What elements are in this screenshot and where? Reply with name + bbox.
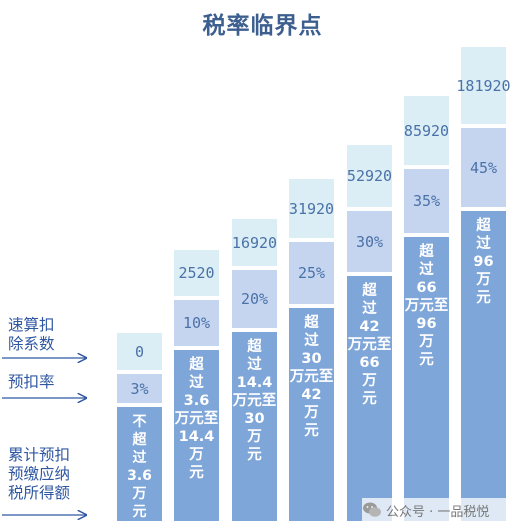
rate-box: 20% bbox=[232, 270, 277, 328]
watermark: 公众号 · 一品税悦 bbox=[362, 498, 522, 522]
deduction-box: 52920 bbox=[347, 145, 392, 207]
income-range-bar: 超 过 30 万元至 42 万 元 bbox=[289, 308, 334, 521]
rate-box: 3% bbox=[117, 374, 162, 403]
deduction-box: 2520 bbox=[174, 250, 219, 296]
income-range-bar: 超 过 42 万元至 66 万 元 bbox=[347, 276, 392, 521]
column-5: 52920 30% 超 过 42 万元至 66 万 元 bbox=[347, 0, 392, 532]
label-income: 累计预扣 预缴应纳 税所得额 bbox=[8, 446, 71, 502]
column-7: 181920 45% 超 过 96 万 元 bbox=[456, 0, 511, 532]
income-range-bar: 超 过 66 万元至 96 万 元 bbox=[404, 237, 449, 521]
rate-box: 45% bbox=[461, 128, 506, 207]
rate-box: 25% bbox=[289, 242, 334, 304]
deduction-box: 0 bbox=[117, 333, 162, 370]
column-2: 2520 10% 超 过 3.6 万元至 14.4 万 元 bbox=[174, 0, 219, 532]
deduction-box: 31920 bbox=[289, 179, 334, 238]
column-1: 0 3% 不 超 过 3.6 万 元 bbox=[117, 0, 162, 532]
wechat-icon bbox=[363, 502, 381, 517]
deduction-box: 85920 bbox=[404, 96, 449, 165]
rate-box: 35% bbox=[404, 169, 449, 233]
income-range-bar: 不 超 过 3.6 万 元 bbox=[117, 407, 162, 521]
label-quick-deduction: 速算扣 除系数 bbox=[8, 316, 55, 353]
income-range-bar: 超 过 14.4 万元至 30 万 元 bbox=[232, 332, 277, 521]
column-6: 85920 35% 超 过 66 万元至 96 万 元 bbox=[404, 0, 449, 532]
rate-box: 10% bbox=[174, 300, 219, 346]
income-range-bar: 超 过 96 万 元 bbox=[461, 211, 506, 521]
column-3: 16920 20% 超 过 14.4 万元至 30 万 元 bbox=[232, 0, 277, 532]
income-range-bar: 超 过 3.6 万元至 14.4 万 元 bbox=[174, 350, 219, 521]
column-4: 31920 25% 超 过 30 万元至 42 万 元 bbox=[289, 0, 334, 532]
watermark-text: 公众号 · 一品税悦 bbox=[386, 504, 490, 520]
page-title: 税率临界点 bbox=[202, 12, 323, 39]
label-rate: 预扣率 bbox=[8, 373, 55, 391]
rate-box: 30% bbox=[347, 211, 392, 272]
deduction-box: 16920 bbox=[232, 219, 277, 266]
deduction-box: 181920 bbox=[456, 47, 511, 124]
